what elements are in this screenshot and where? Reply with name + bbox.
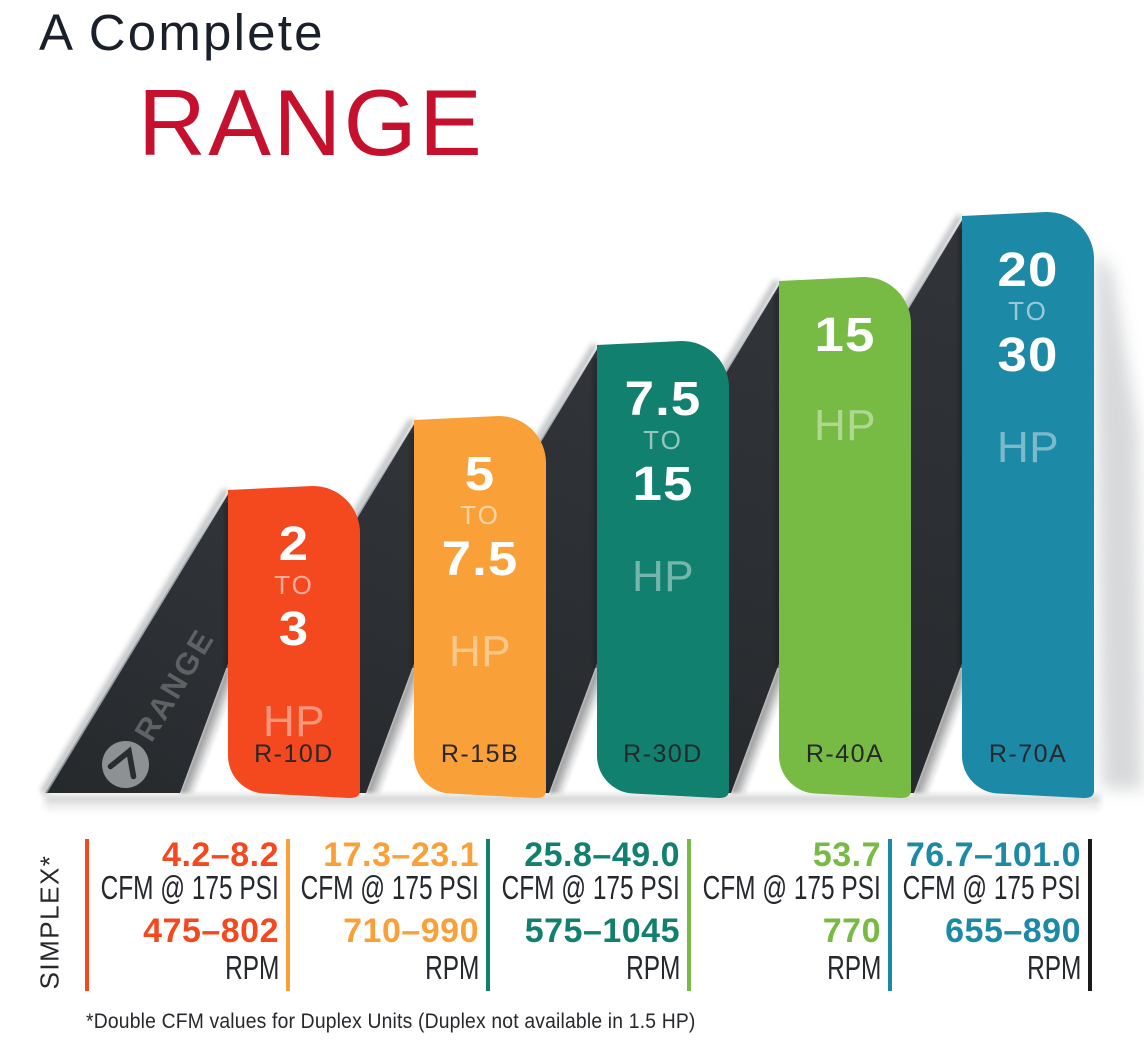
- svg-text:R-40A: R-40A: [806, 740, 884, 768]
- svg-text:TO: TO: [274, 570, 314, 600]
- svg-text:R-30D: R-30D: [623, 740, 703, 768]
- svg-text:R-10D: R-10D: [254, 740, 334, 768]
- svg-text:A Complete: A Complete: [39, 4, 325, 61]
- svg-text:7.5: 7.5: [625, 371, 702, 425]
- svg-text:3: 3: [279, 601, 309, 655]
- svg-text:TO: TO: [460, 500, 500, 530]
- svg-text:TO: TO: [1008, 296, 1048, 326]
- svg-text:15: 15: [633, 456, 694, 510]
- svg-text:HP: HP: [263, 697, 325, 746]
- svg-text:30: 30: [998, 327, 1059, 381]
- svg-text:HP: HP: [997, 423, 1059, 472]
- svg-text:HP: HP: [632, 552, 694, 601]
- svg-text:7.5: 7.5: [442, 531, 519, 585]
- svg-text:RANGE: RANGE: [138, 70, 484, 175]
- svg-text:R-15B: R-15B: [441, 740, 519, 768]
- svg-text:HP: HP: [449, 627, 511, 676]
- svg-text:2: 2: [279, 516, 309, 570]
- svg-text:20: 20: [998, 242, 1059, 296]
- svg-text:HP: HP: [814, 401, 876, 450]
- svg-text:TO: TO: [643, 425, 683, 455]
- svg-text:15: 15: [815, 307, 876, 361]
- svg-text:R-70A: R-70A: [989, 740, 1067, 768]
- svg-text:5: 5: [465, 446, 495, 500]
